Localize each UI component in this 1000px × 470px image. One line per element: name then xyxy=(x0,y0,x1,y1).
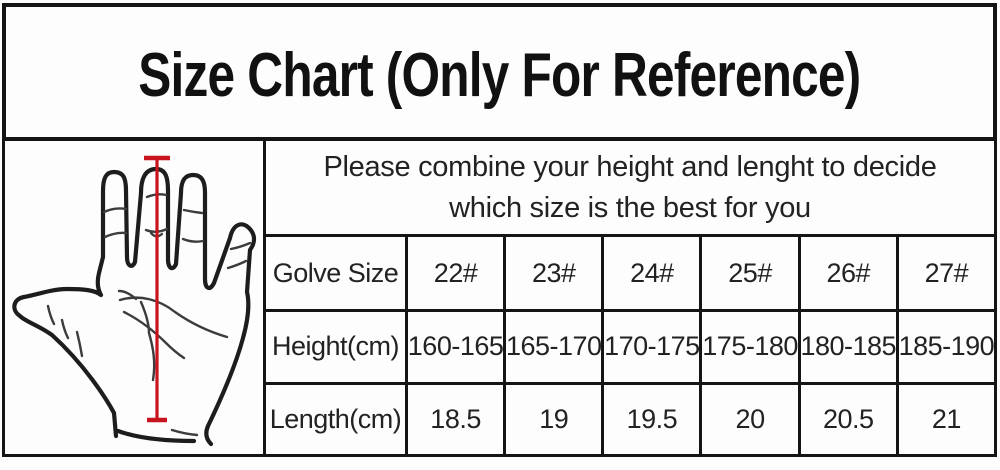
pinky-knuckle-1 xyxy=(229,241,252,251)
table-cell: 185-190 xyxy=(895,309,994,382)
page-title: Size Chart (Only For Reference) xyxy=(138,40,861,110)
table-cell: 19.5 xyxy=(601,381,700,454)
thumb-crease-2 xyxy=(60,318,70,340)
hand-contour xyxy=(12,166,257,447)
table-cell: 20.5 xyxy=(797,381,896,454)
thumb-crease-1 xyxy=(46,304,56,326)
table-cell: 18.5 xyxy=(405,381,504,454)
hand-panel xyxy=(5,141,266,454)
instruction-line-1: Please combine your height and lenght to… xyxy=(323,150,937,183)
row-label-length: Length(cm) xyxy=(266,381,405,454)
thumb-crease-3 xyxy=(75,330,84,358)
ring-knuckle-1 xyxy=(182,208,204,215)
table-cell: 170-175 xyxy=(601,309,700,382)
table-cell: 26# xyxy=(797,237,896,310)
chart-body: Please combine your height and lenght to… xyxy=(2,138,997,457)
table-cell: 24# xyxy=(601,237,699,310)
table-cell: 175-180 xyxy=(699,309,798,382)
ring-knuckle-2 xyxy=(181,237,205,243)
row-label-glove-size: Golve Size xyxy=(272,257,399,288)
table-cell: 19 xyxy=(503,381,602,454)
heart-line xyxy=(118,296,229,339)
table-cell: 22# xyxy=(405,237,503,310)
table-cell: 20 xyxy=(699,381,798,454)
hand-outline-illustration xyxy=(12,155,257,447)
pinky-knuckle-2 xyxy=(226,259,248,270)
fate-line xyxy=(139,300,156,382)
heart-line-hook xyxy=(117,289,138,301)
table-cell: 160-165 xyxy=(405,309,504,382)
head-line xyxy=(122,310,186,360)
table-cell: 180-185 xyxy=(797,309,896,382)
wrist-crease xyxy=(170,428,199,437)
table-cell: 23# xyxy=(503,237,601,310)
instruction-note: Please combine your height and lenght to… xyxy=(266,141,994,237)
table-cell: 27# xyxy=(895,237,994,310)
index-knuckle-2 xyxy=(103,231,128,239)
instruction-line-2: which size is the best for you xyxy=(449,191,811,224)
table-cell: 165-170 xyxy=(503,309,602,382)
size-table: Golve Size 22# 23# 24# 25# 26# 27# Heigh… xyxy=(266,237,994,454)
size-table-section: Please combine your height and lenght to… xyxy=(266,141,994,454)
index-knuckle-1 xyxy=(102,207,128,214)
row-label-height: Height(cm) xyxy=(266,309,405,381)
table-cell: 21 xyxy=(895,381,994,454)
measurement-line xyxy=(144,155,170,423)
title-box: Size Chart (Only For Reference) xyxy=(2,3,997,141)
table-cell: 25# xyxy=(699,237,797,310)
wrist-line xyxy=(115,428,197,444)
